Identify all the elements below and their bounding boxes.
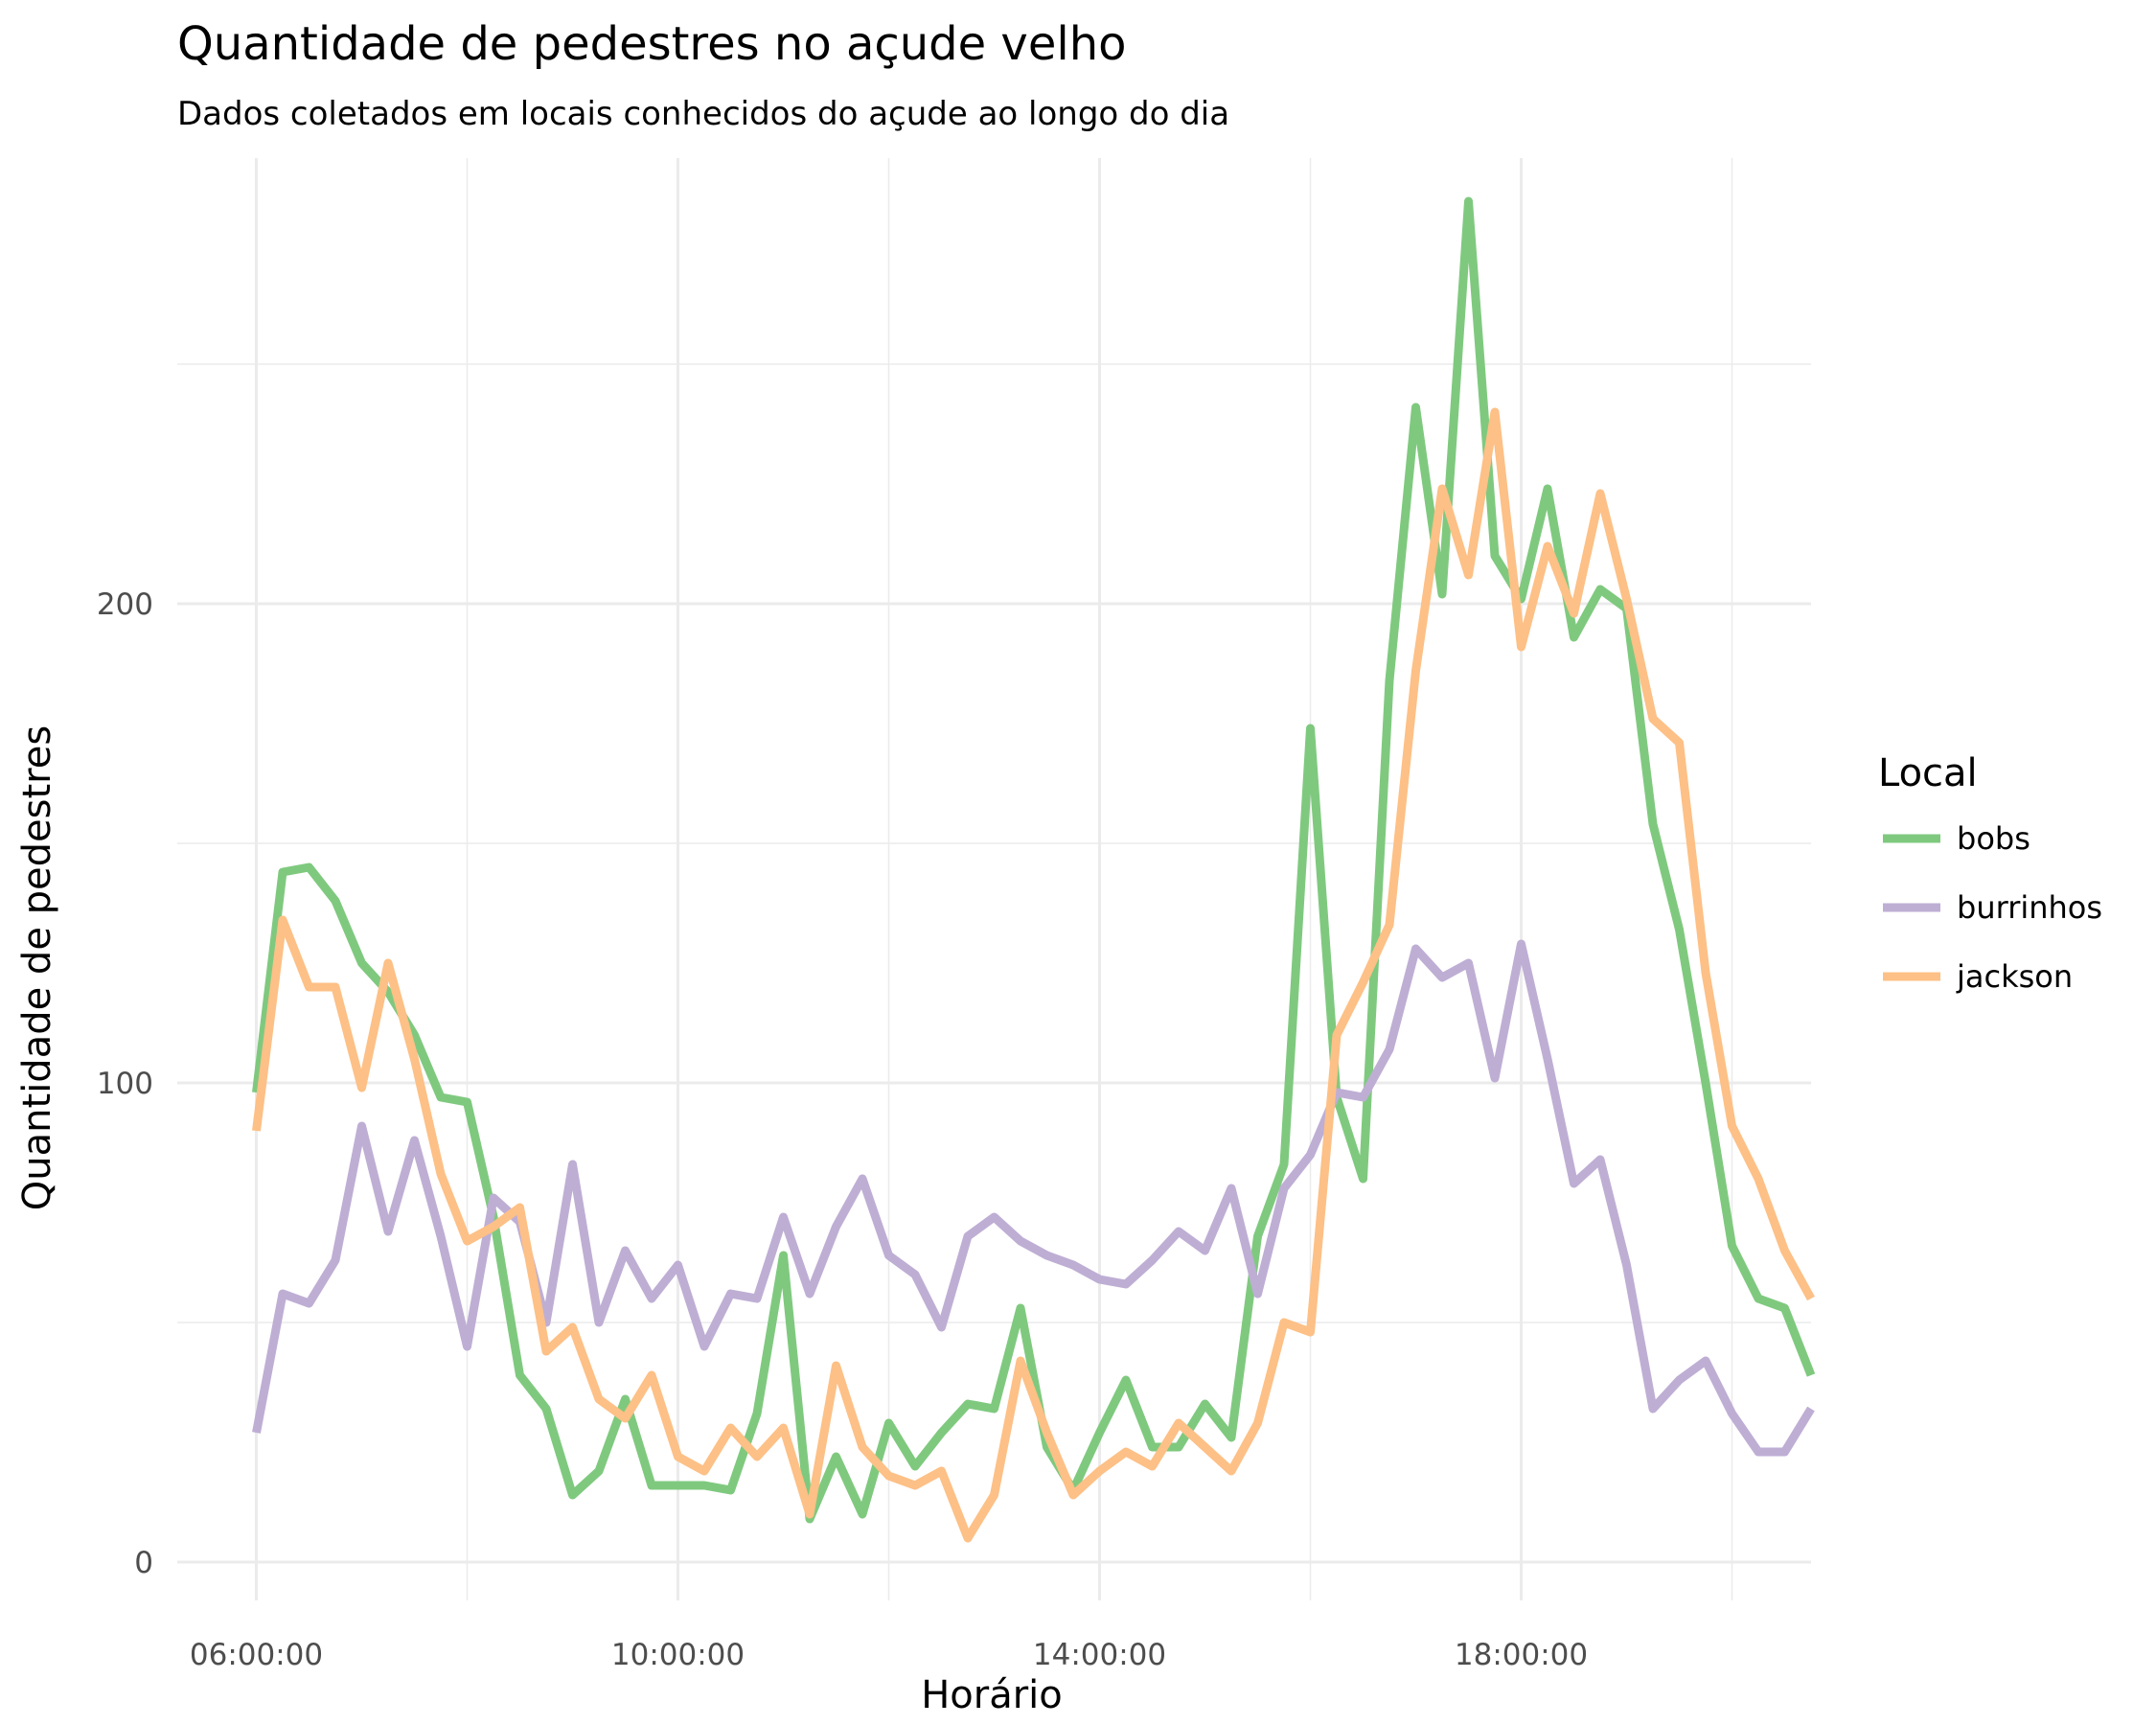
chart-subtitle: Dados coletados em locais conhecidos do … [177, 95, 1229, 133]
legend-label-jackson: jackson [1956, 958, 2073, 995]
y-tick-label: 200 [97, 587, 153, 622]
minor-gridlines [177, 158, 1811, 1600]
legend: Local bobs burrinhos jackson [1878, 751, 2102, 995]
x-tick-label: 06:00:00 [190, 1638, 323, 1672]
x-tick-label: 10:00:00 [611, 1638, 745, 1672]
legend-label-burrinhos: burrinhos [1957, 889, 2102, 926]
series-line-bobs [252, 196, 1816, 1524]
legend-label-bobs: bobs [1957, 820, 2030, 857]
legend-title: Local [1878, 751, 1978, 795]
y-axis-title: Quantidade de pedestres [15, 725, 59, 1210]
x-axis-tick-labels: 06:00:00 10:00:00 14:00:00 18:00:00 [190, 1638, 1588, 1672]
series-line-jackson [252, 407, 1815, 1543]
legend-items: bobs burrinhos jackson [1883, 820, 2102, 995]
y-tick-label: 100 [97, 1067, 153, 1101]
x-tick-label: 14:00:00 [1033, 1638, 1166, 1672]
chart-title: Quantidade de pedestres no açude velho [177, 17, 1127, 71]
y-axis-tick-labels: 0 100 200 [97, 587, 153, 1580]
series-line-burrinhos [252, 939, 1815, 1457]
x-axis-title: Horário [921, 1673, 1063, 1717]
major-gridlines [177, 158, 1811, 1600]
y-tick-label: 0 [134, 1546, 153, 1580]
plot-area [177, 158, 1816, 1600]
series-lines [252, 196, 1816, 1543]
x-tick-label: 18:00:00 [1455, 1638, 1588, 1672]
